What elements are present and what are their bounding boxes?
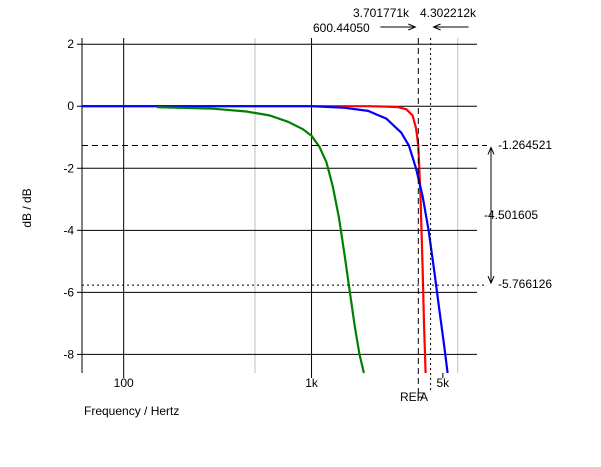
series-red-line: [82, 105, 427, 374]
difference-label: -4.501605: [484, 208, 538, 222]
tick-labels: 100 1k 5k 2 0 -2 -4 -6 -8: [63, 37, 450, 390]
markers: [82, 23, 495, 393]
grid: [77, 38, 477, 378]
y-axis-label: dB / dB: [20, 188, 34, 227]
series-blue-line: [82, 105, 449, 374]
y-tick-label: -6: [63, 285, 74, 299]
arrow-head-right: [408, 23, 417, 31]
ref-label: REF: [400, 390, 424, 404]
y-tick-label: -8: [63, 347, 74, 361]
curves: [82, 105, 449, 374]
marker-label-b: 3.701771k: [353, 6, 410, 20]
series-green-line: [156, 106, 365, 374]
x-tick-label: 100: [114, 376, 134, 390]
y-tick-label: 2: [67, 37, 74, 51]
x-tick-label: 1k: [305, 376, 319, 390]
arrow-head-left: [432, 23, 441, 31]
y-tick-label: -4: [63, 223, 74, 237]
marker-label-ref: 600.44050: [313, 21, 370, 35]
x-axis-label: Frequency / Hertz: [84, 404, 179, 418]
h-marker-label-top: -1.264521: [498, 138, 552, 152]
y-tick-label: -2: [63, 161, 74, 175]
difference-arrow-head-bottom: [487, 275, 495, 285]
marker-label-a: 4.302212k: [420, 6, 477, 20]
h-marker-label-bottom: -5.766126: [498, 277, 552, 291]
y-tick-label: 0: [67, 99, 74, 113]
difference-arrow-head-top: [487, 146, 495, 155]
x-tick-label: 5k: [436, 376, 450, 390]
a-label: A: [420, 390, 428, 404]
